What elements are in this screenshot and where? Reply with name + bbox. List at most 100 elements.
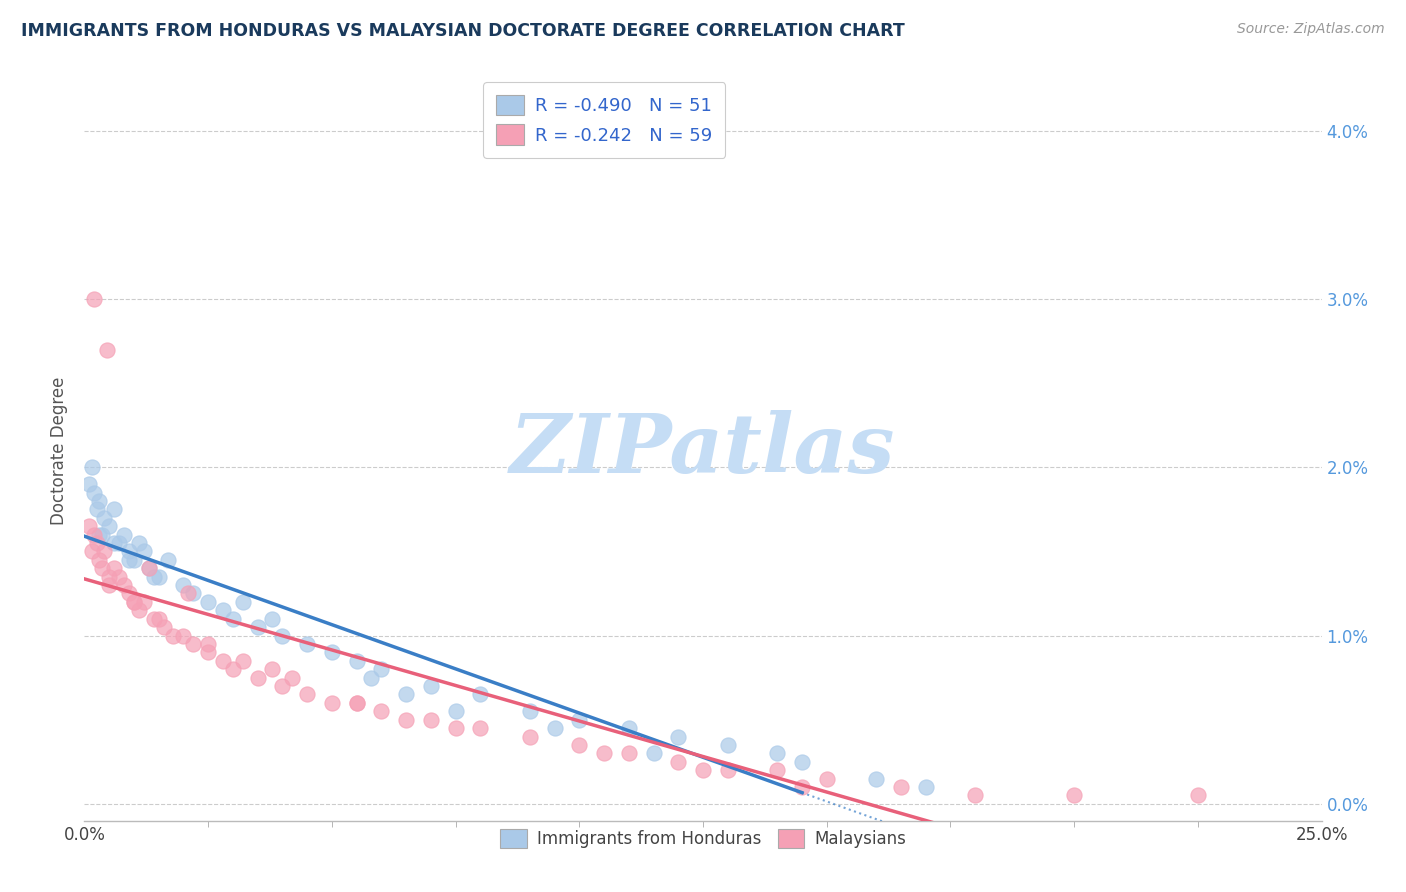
Legend: Immigrants from Honduras, Malaysians: Immigrants from Honduras, Malaysians	[492, 821, 914, 856]
Point	[370, 704, 392, 718]
Point	[790, 755, 813, 769]
Point	[138, 561, 160, 575]
Point	[643, 747, 665, 761]
Point	[98, 578, 121, 592]
Point	[103, 561, 125, 575]
Text: Source: ZipAtlas.com: Source: ZipAtlas.com	[1237, 22, 1385, 37]
Point	[890, 780, 912, 794]
Point	[148, 569, 170, 583]
Point	[666, 730, 689, 744]
Point	[79, 519, 101, 533]
Point	[197, 645, 219, 659]
Text: ZIPatlas: ZIPatlas	[510, 410, 896, 491]
Point	[128, 603, 150, 617]
Point	[89, 553, 111, 567]
Point	[717, 763, 740, 777]
Point	[222, 612, 245, 626]
Point	[122, 595, 145, 609]
Point	[568, 738, 591, 752]
Point	[122, 595, 145, 609]
Point	[138, 561, 160, 575]
Point	[766, 747, 789, 761]
Point	[815, 772, 838, 786]
Point	[766, 763, 789, 777]
Point	[152, 620, 174, 634]
Point	[666, 755, 689, 769]
Point	[98, 519, 121, 533]
Point	[80, 544, 103, 558]
Point	[181, 637, 204, 651]
Point	[108, 536, 131, 550]
Point	[132, 595, 155, 609]
Point	[181, 586, 204, 600]
Point	[232, 654, 254, 668]
Point	[395, 688, 418, 702]
Point	[346, 696, 368, 710]
Point	[617, 747, 640, 761]
Point	[262, 612, 284, 626]
Point	[177, 586, 200, 600]
Point	[83, 527, 105, 541]
Point	[118, 553, 141, 567]
Point	[212, 603, 235, 617]
Text: IMMIGRANTS FROM HONDURAS VS MALAYSIAN DOCTORATE DEGREE CORRELATION CHART: IMMIGRANTS FROM HONDURAS VS MALAYSIAN DO…	[21, 22, 905, 40]
Point	[1063, 789, 1085, 803]
Point	[360, 671, 382, 685]
Point	[128, 536, 150, 550]
Point	[444, 721, 467, 735]
Point	[271, 679, 294, 693]
Point	[118, 544, 141, 558]
Point	[519, 704, 541, 718]
Point	[86, 502, 108, 516]
Point	[543, 721, 565, 735]
Point	[98, 569, 121, 583]
Point	[346, 696, 368, 710]
Point	[112, 578, 135, 592]
Point	[593, 747, 616, 761]
Point	[419, 713, 441, 727]
Point	[96, 343, 118, 357]
Point	[93, 510, 115, 524]
Point	[346, 654, 368, 668]
Point	[295, 637, 318, 651]
Point	[262, 662, 284, 676]
Point	[295, 688, 318, 702]
Point	[197, 595, 219, 609]
Point	[444, 704, 467, 718]
Point	[132, 544, 155, 558]
Point	[172, 578, 194, 592]
Point	[568, 713, 591, 727]
Point	[79, 477, 101, 491]
Point	[222, 662, 245, 676]
Point	[321, 696, 343, 710]
Point	[395, 713, 418, 727]
Point	[246, 671, 269, 685]
Point	[89, 527, 111, 541]
Point	[321, 645, 343, 659]
Point	[103, 536, 125, 550]
Point	[89, 494, 111, 508]
Point	[86, 536, 108, 550]
Point	[470, 688, 492, 702]
Point	[419, 679, 441, 693]
Point	[80, 460, 103, 475]
Point	[1187, 789, 1209, 803]
Point	[148, 612, 170, 626]
Point	[83, 292, 105, 306]
Point	[103, 502, 125, 516]
Point	[470, 721, 492, 735]
Point	[914, 780, 936, 794]
Point	[172, 628, 194, 642]
Point	[118, 586, 141, 600]
Point	[90, 527, 112, 541]
Point	[519, 730, 541, 744]
Point	[122, 553, 145, 567]
Point	[246, 620, 269, 634]
Point	[157, 553, 180, 567]
Point	[108, 569, 131, 583]
Point	[692, 763, 714, 777]
Point	[142, 569, 165, 583]
Point	[370, 662, 392, 676]
Point	[93, 544, 115, 558]
Point	[112, 527, 135, 541]
